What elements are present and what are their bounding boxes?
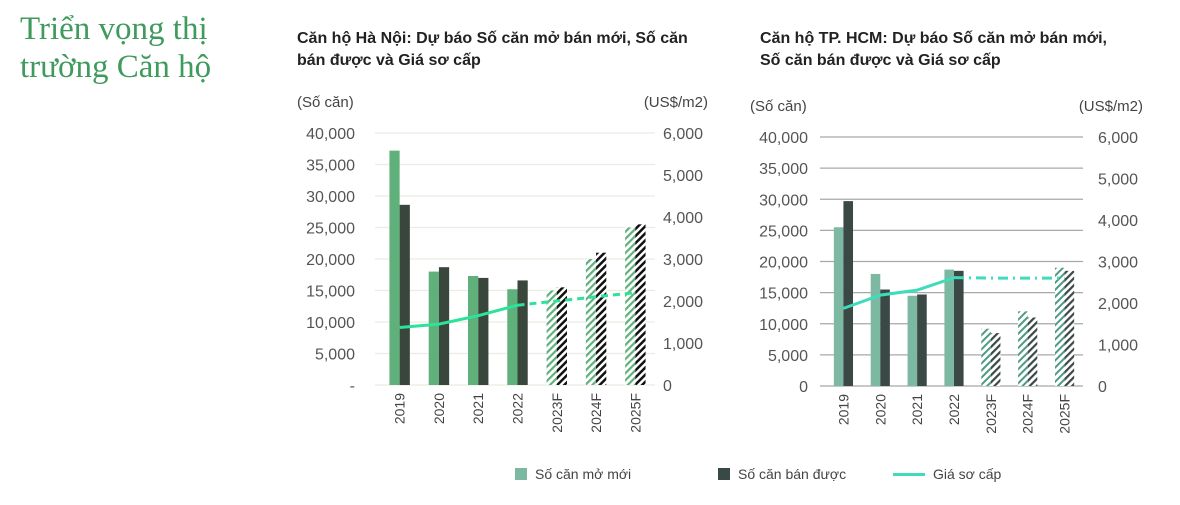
- hanoi-x-tick: 2023F: [549, 393, 565, 433]
- legend-new: Số căn mở mới: [515, 466, 631, 482]
- legend-sold: Số căn bán được: [718, 466, 846, 482]
- hanoi-y-tick: 10,000: [306, 315, 355, 332]
- hcm-y2-tick: 4,000: [1098, 213, 1138, 230]
- hanoi-x-tick: 2019: [392, 393, 408, 424]
- hanoi-bar-new: [428, 271, 439, 385]
- hcm-y2-tick: 5,000: [1098, 172, 1138, 189]
- hcm-y-tick: 10,000: [759, 317, 808, 334]
- hanoi-bar-new: [389, 150, 400, 385]
- hanoi-y-tick: -: [350, 378, 355, 395]
- hanoi-bar-new: [468, 276, 479, 385]
- hcm-x-tick: 2024F: [1020, 394, 1036, 434]
- hanoi-bar-sold: [635, 224, 646, 385]
- hcm-x-tick: 2020: [872, 394, 888, 425]
- hcm-x-tick: 2023F: [983, 394, 999, 434]
- legend-swatch: [515, 468, 527, 480]
- legend-swatch: [893, 472, 925, 476]
- hcm-bar-new: [907, 295, 918, 386]
- hanoi-y2-tick: 0: [663, 378, 672, 395]
- hcm-y-tick: 20,000: [759, 255, 808, 272]
- hcm-y2-tick: 1,000: [1098, 338, 1138, 355]
- hanoi-y-tick: 25,000: [306, 221, 355, 238]
- hanoi-y-tick: 5,000: [315, 347, 355, 364]
- hcm-bar-sold: [954, 270, 964, 386]
- hcm-bar-new: [1018, 311, 1028, 386]
- hcm-bar-new: [944, 269, 954, 386]
- legend-label: Số căn bán được: [738, 466, 847, 482]
- hanoi-left-axis-label: (Số căn): [297, 94, 354, 111]
- hanoi-bar-new: [507, 289, 518, 385]
- hanoi-bar-sold: [478, 277, 489, 385]
- hanoi-x-tick: 2020: [431, 393, 447, 424]
- hanoi-y-tick: 35,000: [306, 158, 355, 175]
- hanoi-x-tick: 2024F: [588, 393, 604, 433]
- hanoi-y-tick: 40,000: [306, 126, 355, 143]
- page-title: Triển vọng thị trường Căn hộ: [20, 11, 212, 85]
- hcm-chart-title: Căn hộ TP. HCM: Dự báo Số căn mở bán mới…: [760, 30, 1107, 69]
- hcm-x-tick: 2021: [909, 394, 925, 425]
- legend-label: Số căn mở mới: [535, 466, 632, 482]
- hanoi-y2-tick: 4,000: [663, 210, 703, 227]
- hcm-y2-tick: 2,000: [1098, 296, 1138, 313]
- hanoi-bar-sold: [556, 287, 567, 385]
- hcm-bar-sold: [843, 201, 854, 386]
- hanoi-y2-tick: 2,000: [663, 294, 703, 311]
- hcm-left-axis-label: (Số căn): [750, 98, 807, 115]
- hanoi-bar-new: [546, 290, 557, 385]
- hcm-y-tick: 25,000: [759, 223, 808, 240]
- hanoi-x-tick: 2025F: [627, 393, 643, 433]
- hcm-bar-sold: [880, 289, 890, 386]
- hcm-bar-new: [1054, 267, 1065, 386]
- hcm-x-tick: 2019: [835, 394, 851, 425]
- hcm-y-tick: 5,000: [768, 348, 808, 365]
- hcm-x-tick: 2025F: [1057, 394, 1073, 434]
- hanoi-price-line: [399, 303, 518, 329]
- hcm-x-tick: 2022: [946, 394, 962, 425]
- hcm-y-tick: 35,000: [759, 161, 808, 178]
- hanoi-x-tick: 2021: [470, 393, 486, 424]
- hcm-bar-new: [981, 328, 991, 386]
- hcm-y2-tick: 3,000: [1098, 255, 1138, 272]
- hanoi-bar-sold: [399, 204, 410, 385]
- legend-label: Giá sơ cấp: [933, 466, 1002, 482]
- hanoi-y-tick: 20,000: [306, 252, 355, 269]
- hanoi-y-tick: 15,000: [306, 284, 355, 301]
- hanoi-x-tick: 2022: [510, 393, 526, 424]
- hcm-y-tick: 30,000: [759, 192, 808, 209]
- hcm-bar-new: [870, 273, 881, 386]
- hcm-right-axis-label: (US$/m2): [1079, 98, 1143, 115]
- hanoi-bar-new: [585, 259, 597, 385]
- hcm-y-tick: 0: [799, 379, 808, 396]
- hanoi-chart-title: Căn hộ Hà Nội: Dự báo Số căn mở bán mới,…: [297, 30, 688, 69]
- hcm-bar-sold: [990, 333, 1001, 386]
- hanoi-y2-tick: 3,000: [663, 252, 703, 269]
- hcm-y-tick: 40,000: [759, 130, 808, 147]
- hanoi-bar-new: [625, 227, 636, 385]
- hanoi-y2-tick: 5,000: [663, 168, 703, 185]
- hcm-y2-tick: 0: [1098, 379, 1107, 396]
- hanoi-bar-sold: [438, 267, 450, 385]
- hanoi-bar-sold: [596, 252, 607, 385]
- hanoi-bar-sold: [517, 280, 528, 385]
- hcm-bar-sold: [917, 294, 927, 386]
- hanoi-y2-tick: 6,000: [663, 126, 703, 143]
- hcm-bar-sold: [1027, 317, 1038, 386]
- hanoi-right-axis-label: (US$/m2): [644, 94, 708, 111]
- legend-price: Giá sơ cấp: [893, 466, 1001, 482]
- hcm-bar-new: [833, 227, 844, 386]
- hcm-bar-sold: [1064, 270, 1075, 386]
- hcm-price-line: [842, 276, 955, 310]
- legend-swatch: [718, 468, 730, 480]
- hanoi-y2-tick: 1,000: [663, 336, 703, 353]
- hcm-y-tick: 15,000: [759, 286, 808, 303]
- hcm-y2-tick: 6,000: [1098, 130, 1138, 147]
- hanoi-price-forecast-line: [517, 291, 636, 307]
- hanoi-y-tick: 30,000: [306, 189, 355, 206]
